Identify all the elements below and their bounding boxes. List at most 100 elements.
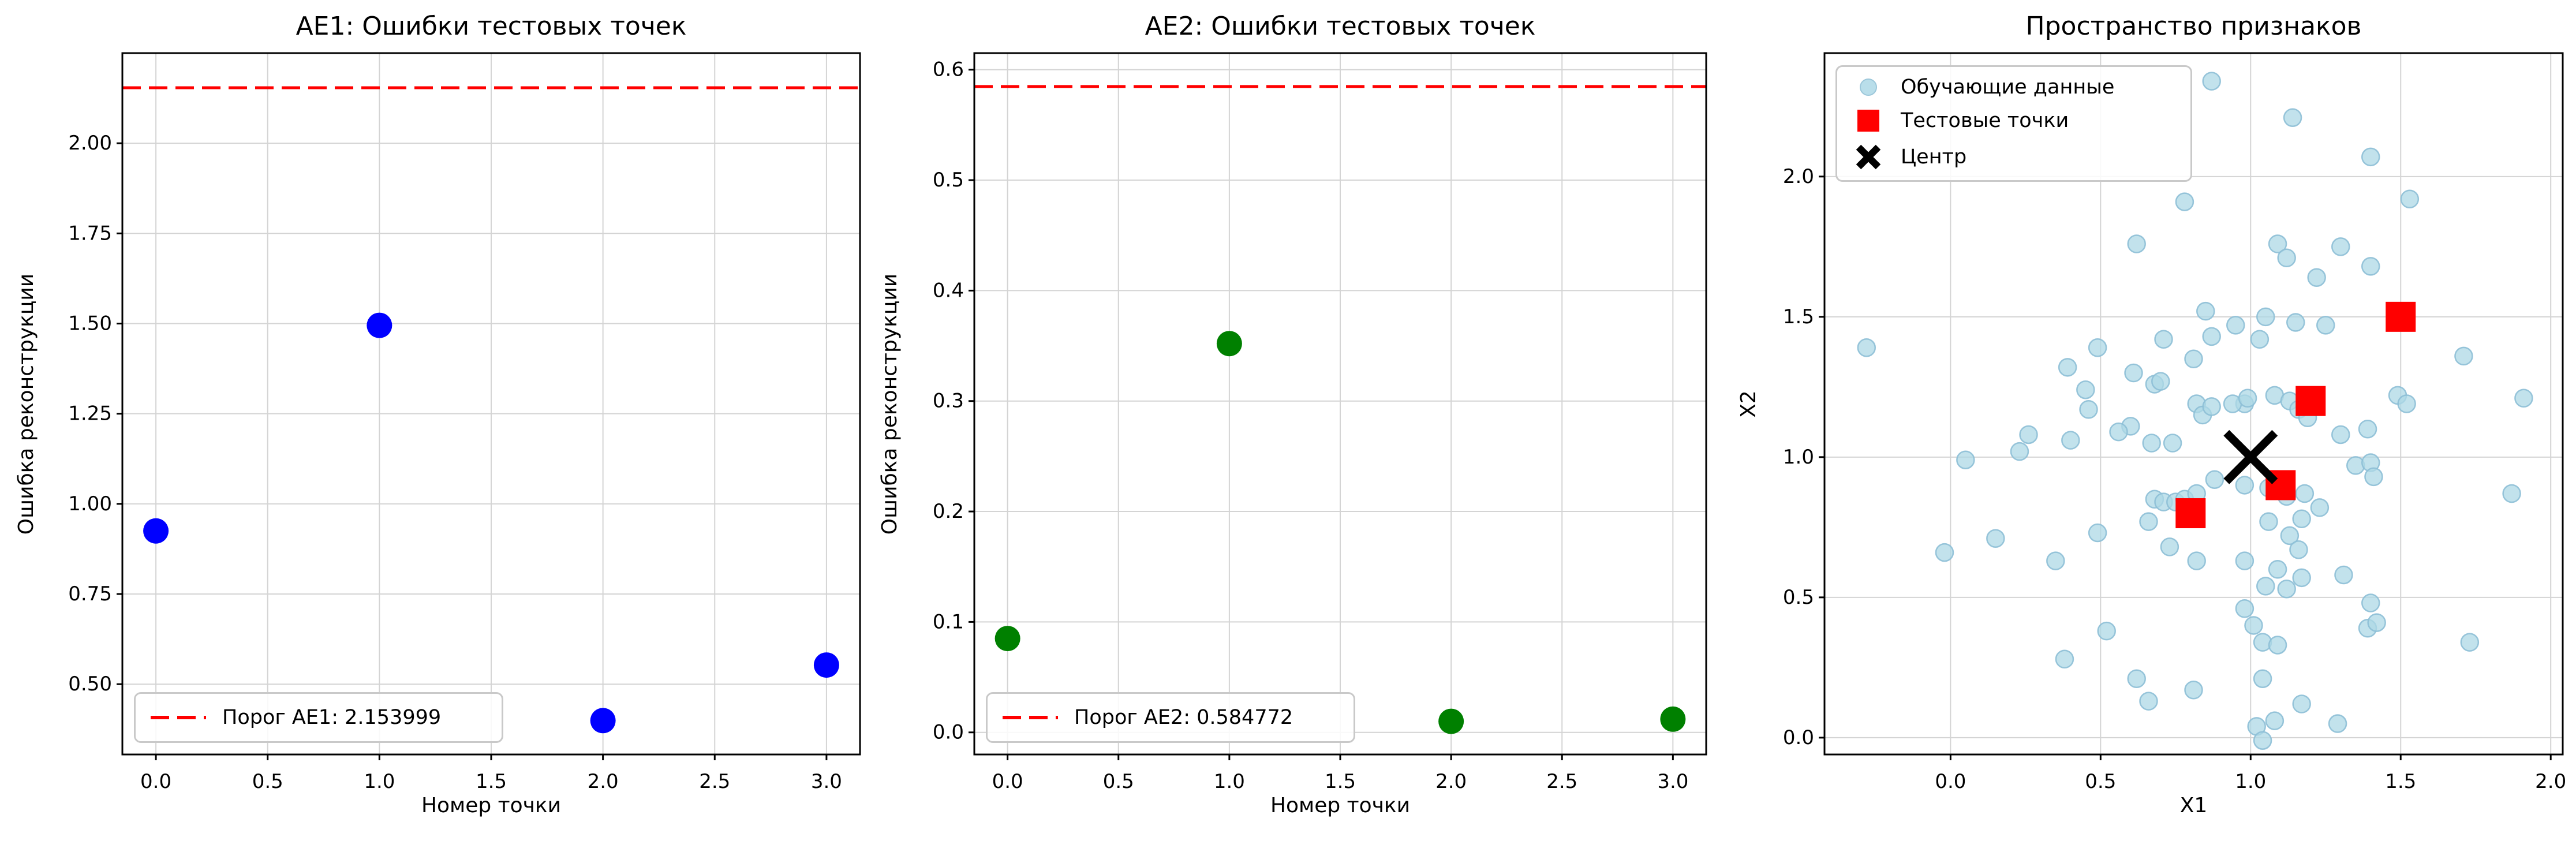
train-point (2331, 425, 2350, 444)
y-axis-label-feature-space: X2 (1737, 390, 1760, 418)
train-point (2238, 388, 2257, 408)
train-point (2460, 633, 2480, 652)
train-point (2010, 442, 2029, 461)
train-point (2364, 467, 2383, 487)
y-tick-label: 2.00 (68, 132, 112, 155)
y-tick-label: 1.00 (68, 492, 112, 515)
legend-ae1: Порог AE1: 2.153999 (134, 692, 503, 743)
train-point (2124, 363, 2143, 383)
x-tick-label: 2.0 (1435, 770, 1467, 793)
train-point (2076, 380, 2095, 399)
train-point (2514, 388, 2533, 408)
data-point (590, 708, 616, 734)
data-point (1216, 331, 1242, 357)
train-point (2226, 316, 2245, 335)
x-tick-label: 2.0 (588, 770, 619, 793)
train-point (2361, 257, 2380, 276)
train-point (2253, 731, 2272, 750)
x-tick-label: 0.0 (1935, 770, 1966, 793)
train-point (2277, 580, 2296, 599)
train-point (2358, 419, 2377, 439)
y-tick-label: 0.5 (933, 169, 964, 192)
train-point (2202, 397, 2221, 416)
x-tick-label: 2.5 (1546, 770, 1577, 793)
y-tick-label: 2.0 (1783, 165, 1814, 188)
train-point (2061, 431, 2080, 450)
test-marker-cell (1852, 110, 1885, 132)
x-tick-label: 1.5 (2385, 770, 2416, 793)
train-point (2280, 526, 2300, 546)
legend-label-test: Тестовые точки (1901, 109, 2069, 132)
train-point (2127, 234, 2146, 253)
train-point-icon (1860, 79, 1877, 96)
train-point (2292, 694, 2311, 713)
train-point (2151, 372, 2170, 391)
y-tick-label: 1.50 (68, 312, 112, 335)
train-point (2283, 108, 2302, 128)
train-point (2265, 711, 2285, 730)
train-point (2127, 669, 2146, 689)
x-tick-label: 0.5 (1103, 770, 1134, 793)
y-tick-label: 0.0 (1783, 726, 1814, 749)
y-tick-label: 0.5 (1783, 586, 1814, 609)
legend-row-center: Центр (1837, 143, 2190, 171)
axes-spines (973, 52, 1707, 756)
x-tick-label: 3.0 (811, 770, 842, 793)
train-point (2256, 307, 2275, 327)
y-tick-label: 1.75 (68, 222, 112, 245)
x-tick-label: 1.5 (1325, 770, 1356, 793)
center-marker-cell (1852, 143, 1885, 171)
y-tick-label: 0.2 (933, 500, 964, 523)
x-axis-label-feature-space: X1 (2179, 794, 2208, 817)
train-point (2055, 649, 2074, 669)
train-point (2277, 248, 2296, 268)
legend-label-threshold-ae2: Порог AE2: 0.584772 (1074, 705, 1293, 729)
y-tick-label: 0.6 (933, 58, 964, 81)
train-point (2046, 551, 2065, 570)
test-point-icon (1857, 110, 1879, 132)
train-point (2334, 565, 2353, 585)
train-point (2202, 72, 2221, 91)
test-point (2175, 498, 2206, 529)
train-point (2139, 692, 2158, 711)
train-point (2202, 327, 2221, 346)
train-point (2175, 192, 2194, 211)
train-point (2310, 498, 2330, 517)
train-point (2139, 512, 2158, 531)
y-tick-label: 1.5 (1783, 305, 1814, 328)
center-x-icon (1856, 144, 1881, 170)
train-point (2058, 358, 2077, 377)
data-point (367, 312, 392, 338)
x-tick-label: 1.0 (364, 770, 395, 793)
legend-label-center: Центр (1901, 145, 1967, 169)
train-point (2019, 425, 2038, 444)
x-tick-label: 0.0 (992, 770, 1023, 793)
x-tick-label: 0.5 (2085, 770, 2116, 793)
train-point (2268, 636, 2287, 655)
x-axis-label-ae1: Номер точки (421, 794, 562, 817)
train-point (2163, 434, 2182, 453)
train-point (2097, 621, 2116, 641)
train-point (2454, 346, 2473, 366)
legend-row-train: Обучающие данные (1837, 76, 2190, 99)
train-point (2502, 484, 2521, 503)
train-point (2235, 599, 2255, 618)
test-point (2386, 301, 2416, 332)
axes-spines (121, 52, 861, 756)
train-point (2289, 540, 2308, 559)
train-point (2286, 313, 2305, 332)
train-point (2331, 237, 2350, 256)
legend-feature-space: Обучающие данные Тестовые точки Центр (1835, 65, 2192, 182)
train-point (2250, 330, 2270, 349)
train-point (2244, 616, 2263, 635)
x-tick-label: 2.0 (2535, 770, 2566, 793)
train-point (2367, 613, 2386, 632)
train-point (2187, 551, 2206, 570)
x-tick-label: 1.5 (476, 770, 507, 793)
x-axis-label-ae2: Номер точки (1270, 794, 1411, 817)
threshold-dashed-line-icon (1003, 716, 1058, 719)
train-point (2361, 593, 2380, 612)
train-point (1986, 529, 2005, 548)
